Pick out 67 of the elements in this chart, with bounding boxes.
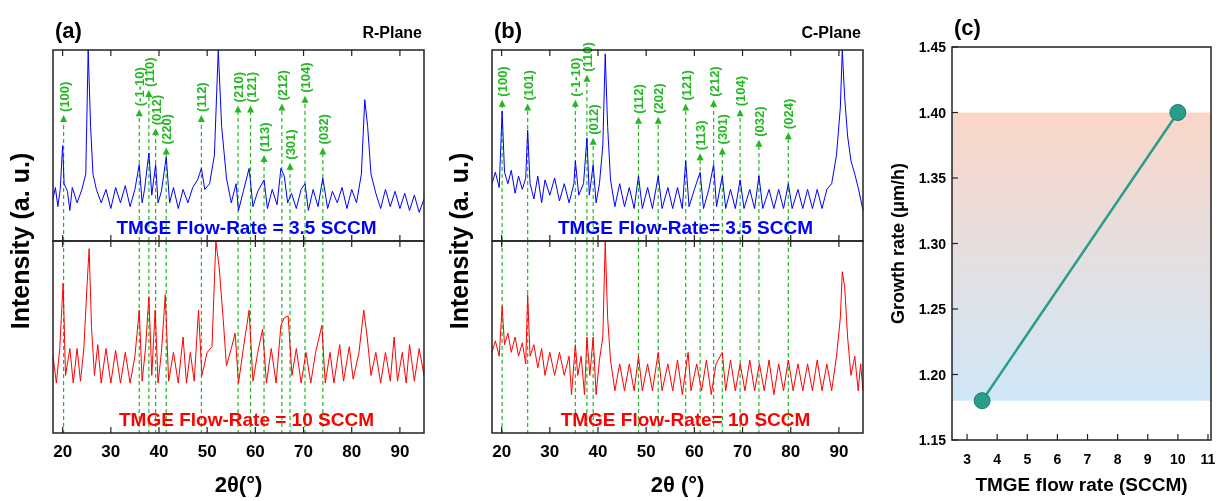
chart-title: (a) [55, 18, 82, 43]
x-tick-label: 11 [1200, 451, 1216, 467]
x-tick-label: 30 [540, 442, 560, 461]
annotation: (112) [631, 84, 647, 114]
annotation: (-1-10) [132, 67, 148, 107]
y-tick-label: 1.15 [918, 432, 947, 448]
x-tick-label: 3 [963, 451, 972, 467]
annotation: (024) [781, 98, 797, 130]
x-tick-label: 40 [588, 442, 608, 461]
annotation: (113) [693, 120, 709, 151]
x-tick-label: 5 [1023, 451, 1032, 467]
annotation: (100) [56, 81, 72, 112]
annotation: (202) [651, 83, 667, 114]
x-tick-label: 9 [1143, 451, 1152, 467]
x-tick-label: 50 [636, 442, 656, 461]
chart-title: (b) [494, 18, 523, 43]
annotation: (112) [194, 82, 210, 112]
text: C-Plane [801, 24, 862, 41]
annotation: (301) [715, 114, 731, 145]
annotation: (100) [495, 66, 511, 97]
x-tick-label: 90 [829, 442, 849, 461]
annotation: (104) [297, 62, 313, 93]
x-tick-label: 80 [781, 442, 801, 461]
x-tick-label: 90 [390, 442, 410, 461]
x-axis-title: 2θ (°) [650, 472, 705, 497]
y-tick-label: 1.25 [918, 301, 947, 317]
x-tick-label: 30 [101, 442, 121, 461]
x-tick-label: 60 [684, 442, 704, 461]
y-axis-title: Intensity (a. u.) [445, 152, 473, 330]
annotation: (101) [520, 70, 536, 101]
x-tick-label: 70 [294, 442, 314, 461]
annotation: (104) [733, 75, 749, 107]
x-tick-label: 7 [1083, 451, 1092, 467]
series-label: TMGE Flow-Rate = 3.5 SCCM [116, 217, 377, 238]
y-tick-label: 1.20 [918, 366, 947, 383]
chart-title: (c) [954, 15, 981, 40]
x-tick-label: 10 [1170, 451, 1186, 467]
annotation: (212) [706, 66, 722, 97]
y-tick-label: 1.35 [918, 170, 947, 186]
x-tick-label: 60 [245, 442, 265, 461]
annotation: (032) [315, 114, 331, 145]
x-tick-label: 20 [53, 442, 73, 461]
y-tick-label: 1.45 [918, 39, 947, 55]
x-axis-title: TMGE flow rate (SCCM) [975, 474, 1188, 495]
x-tick-label: 8 [1113, 451, 1122, 467]
x-tick-label: 6 [1053, 451, 1062, 467]
y-tick-label: 1.40 [918, 104, 947, 121]
x-tick-label: 4 [993, 451, 1002, 467]
text: R-Plane [362, 24, 423, 41]
x-axis-title: 2θ(°) [214, 472, 263, 497]
annotation: (012) [586, 104, 602, 135]
annotation: (032) [751, 106, 767, 137]
x-tick-label: 50 [197, 442, 217, 461]
y-axis-title: Growth rate (μm/h) [888, 162, 908, 325]
x-tick-label: 70 [733, 442, 753, 461]
annotation: (121) [678, 70, 694, 101]
y-axis-title: Intensity (a. u.) [6, 152, 34, 330]
y-tick-label: 1.30 [918, 235, 947, 252]
annotation: (113) [257, 122, 273, 153]
x-tick-label: 20 [492, 442, 512, 461]
annotation: (301) [283, 129, 299, 160]
x-tick-label: 40 [149, 442, 169, 461]
annotation: (212) [274, 70, 290, 101]
series-label: TMGE Flow-Rate= 10 SCCM [560, 409, 811, 430]
series-label: TMGE Flow-Rate = 10 SCCM [119, 409, 374, 430]
x-tick-label: 80 [342, 442, 362, 461]
series-label: TMGE Flow-Rate= 3.5 SCCM [558, 217, 813, 238]
